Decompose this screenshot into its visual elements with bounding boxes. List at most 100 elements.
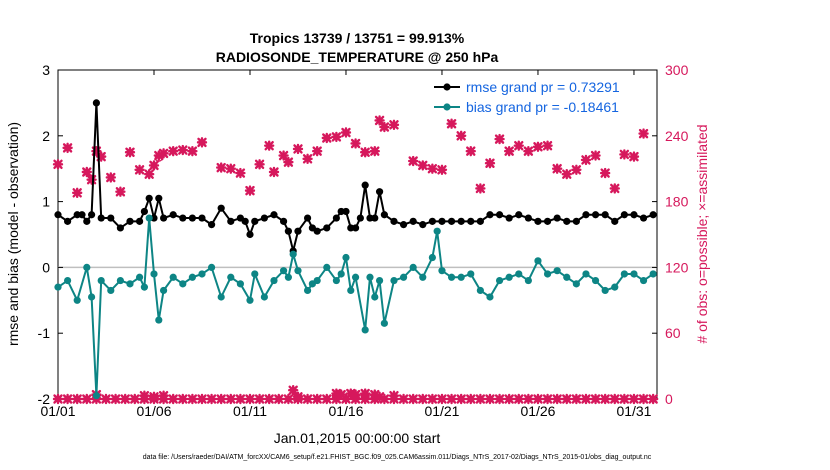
rmse-point [279,217,288,225]
assimilated-obs-marker [153,150,164,161]
y-tick-label: 0 [42,259,50,275]
assimilated-obs-marker [513,140,524,151]
chart-title: Tropics 13739 / 13751 = 99.913% [250,30,465,46]
rmse-point [145,194,153,202]
assimilated-obs-marker [619,149,630,160]
rmse-point [399,221,408,229]
assimilated-obs-marker [561,393,572,405]
bias-point [140,283,148,291]
bias-point [126,280,134,288]
rmse-point [361,181,369,189]
bias-point [303,286,312,295]
assimilated-obs-marker [244,393,256,405]
bias-point [495,276,504,285]
rmse-point [92,99,100,107]
bias-point [227,273,235,281]
assimilated-obs-marker [187,145,198,157]
rmse-point [241,217,249,225]
rmse-point [582,211,590,219]
bias-point [534,257,542,265]
bias-legend-label: bias grand pr = -0.18461 [466,99,619,115]
assimilated-obs-marker [187,393,198,405]
assimilated-obs-marker [331,393,342,405]
bias-legend-marker [443,103,451,111]
bias-point [332,276,340,285]
assimilated-obs-marker [52,159,64,170]
x-tick-label: 01/06 [136,403,171,419]
assimilated-obs-marker [340,127,352,138]
assimilated-obs-marker [503,393,515,405]
assimilated-obs-marker [542,393,553,405]
y-tick-label: 2 [42,128,50,144]
rmse-point [356,214,364,222]
rmse-point [313,227,321,235]
bias-point [380,319,388,327]
rmse-point [543,217,552,225]
assimilated-obs-marker [446,118,457,129]
bias-point [390,276,398,285]
assimilated-obs-marker [388,390,400,401]
rmse-point [332,214,340,222]
assimilated-obs-marker [359,393,371,405]
assimilated-obs-marker [331,388,342,399]
data-file-footnote: data file: /Users/raeder/DAI/ATM_forcXX/… [143,454,652,461]
assimilated-obs-marker [436,393,448,405]
rmse-point [515,211,523,219]
assimilated-obs-marker [638,128,649,139]
bias-point [366,273,374,281]
assimilated-obs-marker [263,393,275,405]
bias-point [116,276,124,285]
assimilated-obs-marker [350,138,361,149]
assimilated-obs-marker [571,393,582,405]
rmse-point [476,217,484,225]
x-tick-label: 01/01 [40,403,75,419]
bias-point [294,267,302,275]
assimilated-obs-marker [71,187,83,199]
bias-point [476,286,484,295]
assimilated-obs-marker [571,164,582,175]
assimilated-obs-marker [619,393,630,405]
assimilated-obs-marker [254,159,265,170]
assimilated-obs-marker [590,393,601,405]
y2-tick-label: 0 [665,391,673,407]
rmse-point [188,214,196,222]
assimilated-obs-marker [455,130,467,141]
rmse-point [639,214,648,222]
assimilated-obs-marker [580,154,592,166]
rmse-point [380,211,388,219]
bias-point [54,283,62,291]
rmse-point [467,217,475,225]
assimilated-obs-marker [417,393,428,405]
assimilated-obs-marker [292,391,304,403]
assimilated-obs-marker [100,393,112,405]
rmse-point [371,214,379,222]
bias-point [563,273,571,281]
assimilated-obs-marker [561,168,572,180]
y2-tick-label: 300 [665,62,689,78]
assimilated-obs-marker [542,140,553,151]
rmse-point [505,214,513,222]
chart-subtitle: RADIOSONDE_TEMPERATURE @ 250 hPa [216,49,499,65]
bias-point [92,392,100,400]
bias-point [447,273,456,281]
assimilated-obs-marker [167,145,179,157]
assimilated-obs-marker [196,393,208,405]
rmse-point [135,217,144,225]
assimilated-obs-marker [513,393,524,405]
rmse-point [260,214,268,222]
assimilated-obs-marker [628,393,640,405]
bias-point [107,286,115,295]
assimilated-obs-marker [599,167,611,179]
assimilated-obs-marker [321,393,332,405]
y-tick-label: 3 [42,62,50,78]
assimilated-obs-marker [225,393,236,405]
bias-point [270,276,278,285]
assimilated-obs-marker [350,389,361,400]
bias-point [73,296,81,304]
rmse-point [251,217,259,225]
assimilated-obs-marker [599,393,611,405]
assimilated-obs-marker [609,393,620,405]
assimilated-obs-marker [268,166,280,178]
assimilated-obs-marker [158,390,169,401]
rmse-point [438,217,446,225]
